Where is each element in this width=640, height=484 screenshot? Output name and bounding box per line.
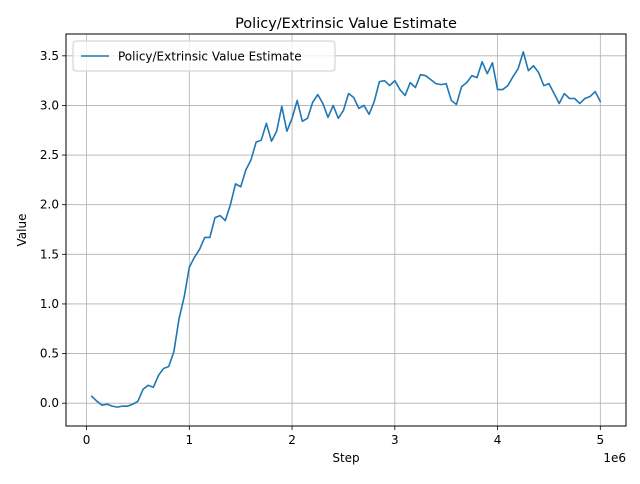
legend-label: Policy/Extrinsic Value Estimate bbox=[118, 50, 302, 64]
x-axis-scale-label: 1e6 bbox=[603, 451, 626, 465]
y-tick-label: 1.0 bbox=[40, 297, 59, 311]
chart-title: Policy/Extrinsic Value Estimate bbox=[235, 16, 457, 32]
y-tick-label: 0.0 bbox=[40, 396, 59, 410]
y-tick-layer: 0.0 0.5 1.0 1.5 2.0 2.5 3.0 3.5 bbox=[40, 49, 66, 410]
y-tick-label: 0.5 bbox=[40, 347, 59, 361]
axes-frame bbox=[65, 33, 627, 427]
x-tick-label: 3 bbox=[391, 433, 399, 447]
y-tick-label: 2.0 bbox=[40, 198, 59, 212]
y-tick-label: 2.5 bbox=[40, 148, 59, 162]
x-tick-label: 0 bbox=[83, 433, 91, 447]
x-tick-label: 4 bbox=[494, 433, 502, 447]
legend-box bbox=[72, 40, 336, 72]
x-tick-layer: 0 1 2 3 4 5 bbox=[83, 426, 604, 447]
y-tick-label: 1.5 bbox=[40, 247, 59, 261]
series-layer bbox=[90, 51, 602, 408]
plot-background bbox=[66, 34, 626, 426]
legend: Policy/Extrinsic Value Estimate bbox=[72, 40, 336, 72]
x-tick-label: 5 bbox=[596, 433, 604, 447]
x-tick-label: 1 bbox=[185, 433, 193, 447]
y-tick-label: 3.0 bbox=[40, 98, 59, 112]
x-axis-label: Step bbox=[332, 451, 359, 465]
y-tick-label: 3.5 bbox=[40, 49, 59, 63]
grid-layer bbox=[66, 34, 626, 426]
x-tick-label: 2 bbox=[288, 433, 296, 447]
series-line-0 bbox=[90, 51, 602, 408]
y-axis-label: Value bbox=[15, 214, 29, 247]
